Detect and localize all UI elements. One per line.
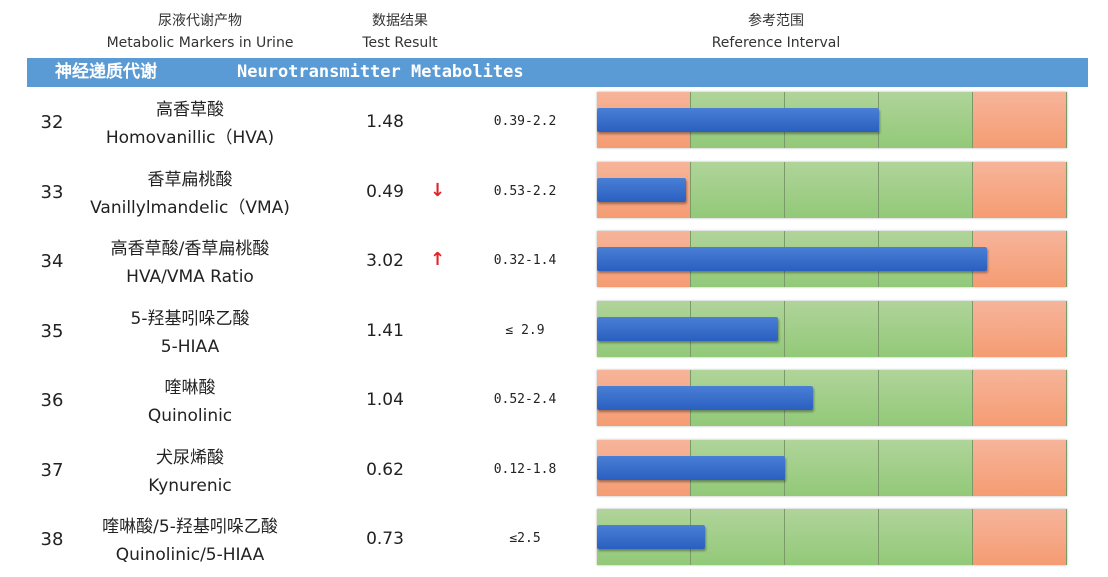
result-bar <box>597 386 814 410</box>
section-title-en: Neurotransmitter Metabolites <box>237 62 524 82</box>
gauge-zone <box>973 439 1067 496</box>
marker-name-en: Quinolinic <box>147 406 233 426</box>
header-en: Reference Interval <box>711 35 841 51</box>
gauge-zone <box>785 509 879 565</box>
marker-name: 喹啉酸 Quinolinic <box>70 374 310 430</box>
reference-gauge <box>597 370 1067 426</box>
reference-range: ≤2.5 <box>509 531 541 546</box>
reference-gauge <box>597 300 1067 357</box>
gauge-zone <box>785 300 879 357</box>
header-cn: 数据结果 <box>372 13 428 29</box>
gauge-zone <box>691 161 785 218</box>
header-en: Metabolic Markers in Urine <box>106 35 294 51</box>
marker-name-cn: 5-羟基吲哚乙酸 <box>130 308 250 329</box>
marker-name-en: HVA/VMA Ratio <box>126 267 254 287</box>
reference-gauge <box>597 509 1067 565</box>
gauge-zone <box>785 439 879 496</box>
reference-range: ≤ 2.9 <box>505 322 545 338</box>
marker-name: 香草扁桃酸 Vanillylmandelic（VMA) <box>70 166 310 222</box>
header-test-result: 数据结果 Test Result <box>340 10 460 54</box>
marker-name-en: Vanillylmandelic（VMA) <box>90 197 290 218</box>
result-bar <box>597 525 706 549</box>
header-en: Test Result <box>362 35 438 51</box>
header-cn: 参考范围 <box>748 13 804 29</box>
table-row: 35 5-羟基吲哚乙酸 5-HIAA 1.41 ≤ 2.9 <box>0 299 1108 369</box>
gauge-zone <box>879 300 973 357</box>
test-result: 1.04 <box>366 390 404 410</box>
reference-range: 0.52-2.4 <box>493 392 557 407</box>
reference-gauge <box>597 92 1067 148</box>
marker-name-en: Homovanillic（HVA) <box>105 128 275 148</box>
table-row: 33 香草扁桃酸 Vanillylmandelic（VMA) 0.49 ↓ 0.5… <box>0 160 1108 230</box>
result-bar <box>597 177 687 202</box>
header-metabolic-markers: 尿液代谢产物 Metabolic Markers in Urine <box>80 10 320 54</box>
header-reference-interval: 参考范围 Reference Interval <box>676 10 876 54</box>
gauge-zone <box>973 509 1067 565</box>
reference-gauge <box>597 439 1067 496</box>
header-cn: 尿液代谢产物 <box>158 13 242 29</box>
table-row: 36 喹啉酸 Quinolinic 1.04 0.52-2.4 <box>0 368 1108 438</box>
section-band: 神经递质代谢 Neurotransmitter Metabolites <box>27 58 1088 87</box>
gauge-zone <box>973 231 1067 287</box>
table-row: 38 喹啉酸/5-羟基吲哚乙酸 Quinolinic/5-HIAA 0.73 ≤2… <box>0 507 1108 577</box>
row-number: 32 <box>40 112 64 133</box>
table-row: 37 犬尿烯酸 Kynurenic 0.62 0.12-1.8 <box>0 438 1108 508</box>
reference-range: 0.39-2.2 <box>493 114 557 129</box>
gauge-zone <box>973 370 1067 426</box>
marker-name-en: Quinolinic/5-HIAA <box>115 545 265 565</box>
marker-name: 喹啉酸/5-羟基吲哚乙酸 Quinolinic/5-HIAA <box>70 513 310 569</box>
test-result: 0.73 <box>366 529 404 549</box>
test-result: 0.49 <box>366 181 404 202</box>
gauge-zone <box>691 509 785 565</box>
gauge-zone <box>973 161 1067 218</box>
table-row: 34 高香草酸/香草扁桃酸 HVA/VMA Ratio 3.02 ↑ 0.32-1… <box>0 229 1108 299</box>
gauge-zone <box>973 92 1067 148</box>
test-result: 3.02 <box>366 251 404 271</box>
gauge-zone <box>879 92 973 148</box>
row-number: 38 <box>40 529 64 550</box>
gauge-zone <box>785 161 879 218</box>
section-title-cn: 神经递质代谢 <box>55 62 157 82</box>
marker-name: 高香草酸/香草扁桃酸 HVA/VMA Ratio <box>70 235 310 291</box>
marker-name: 犬尿烯酸 Kynurenic <box>70 444 310 500</box>
gauge-zone <box>973 300 1067 357</box>
reference-range: 0.53-2.2 <box>493 183 557 199</box>
arrow-up-icon: ↑ <box>430 249 446 270</box>
marker-name-cn: 高香草酸/香草扁桃酸 <box>110 239 270 259</box>
result-bar <box>597 108 879 132</box>
test-result: 1.41 <box>366 320 404 341</box>
gauge-zone <box>879 161 973 218</box>
test-result: 0.62 <box>366 459 404 480</box>
test-result: 1.48 <box>366 112 404 132</box>
reference-gauge <box>597 161 1067 218</box>
gauge-zone <box>879 370 973 426</box>
row-number: 36 <box>40 390 64 411</box>
table-row: 32 高香草酸 Homovanillic（HVA) 1.48 0.39-2.2 <box>0 90 1108 160</box>
marker-name-cn: 犬尿烯酸 <box>156 447 224 468</box>
marker-name: 高香草酸 Homovanillic（HVA) <box>70 96 310 152</box>
marker-name: 5-羟基吲哚乙酸 5-HIAA <box>70 305 310 361</box>
marker-name-en: 5-HIAA <box>160 336 220 357</box>
marker-name-cn: 香草扁桃酸 <box>147 169 233 190</box>
marker-name-cn: 喹啉酸/5-羟基吲哚乙酸 <box>102 517 278 537</box>
reference-range: 0.32-1.4 <box>493 253 557 268</box>
marker-name-cn: 喹啉酸 <box>164 378 216 398</box>
reference-gauge <box>597 231 1067 287</box>
marker-name-cn: 高香草酸 <box>156 100 224 120</box>
gauge-zone <box>879 509 973 565</box>
marker-name-en: Kynurenic <box>148 475 232 496</box>
result-bar <box>597 247 988 271</box>
row-number: 33 <box>40 181 64 203</box>
reference-range: 0.12-1.8 <box>493 461 557 477</box>
row-number: 34 <box>40 251 64 272</box>
row-number: 37 <box>40 459 64 481</box>
result-bar <box>597 316 778 341</box>
result-bar <box>597 455 785 480</box>
arrow-down-icon: ↓ <box>430 179 446 201</box>
row-number: 35 <box>40 320 64 342</box>
gauge-zone <box>879 439 973 496</box>
